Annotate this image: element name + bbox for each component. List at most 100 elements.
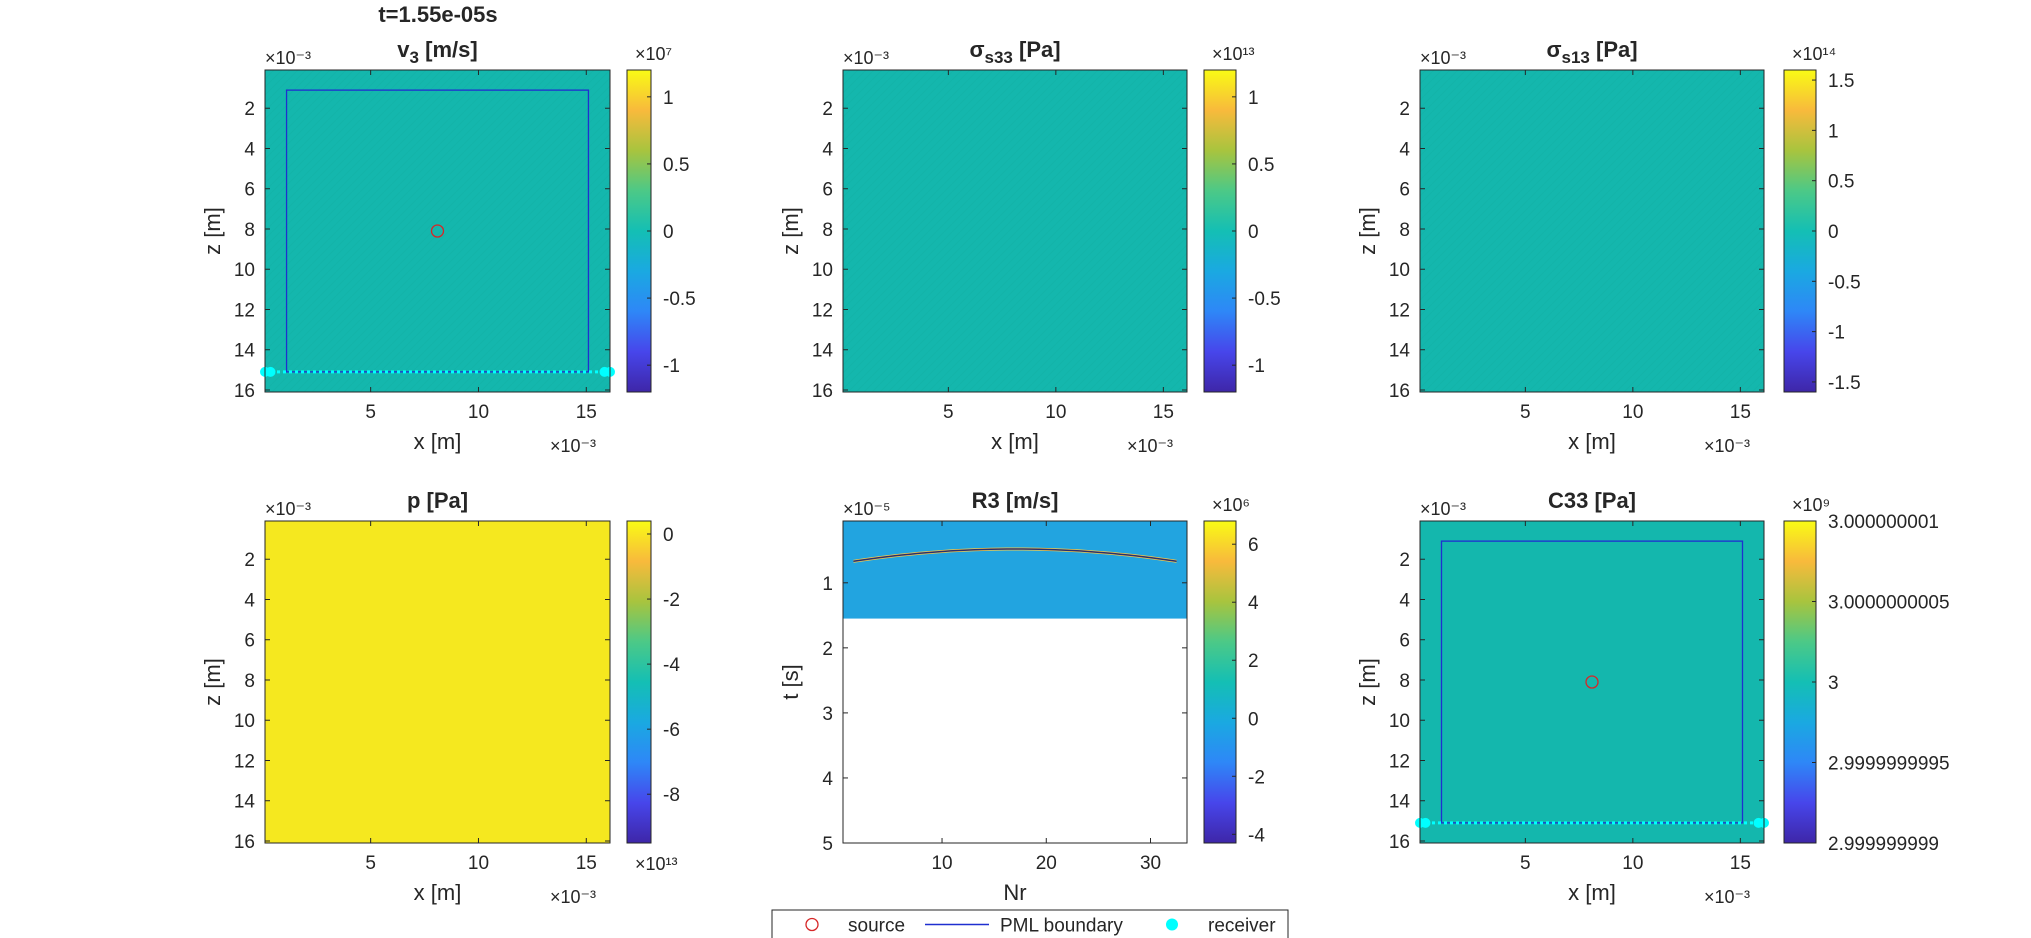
y-tick-label: 16 xyxy=(1389,381,1410,402)
source-marker xyxy=(1585,675,1599,689)
image-field xyxy=(1420,521,1764,843)
legend-label: receiver xyxy=(1208,916,1276,937)
y-tick-label: 14 xyxy=(234,792,256,813)
y-tick-label: 4 xyxy=(244,139,255,160)
colorbar-tick-label: -4 xyxy=(1248,825,1265,846)
image-field xyxy=(265,521,610,843)
colorbar-tick-label: 0.5 xyxy=(1248,155,1274,176)
y-tick-label: 2 xyxy=(822,639,833,660)
panel-title: σs13 [Pa] xyxy=(1546,37,1637,67)
x-axis-label: x [m] xyxy=(1568,880,1616,905)
colorbar-exponent: ×10¹⁴ xyxy=(1792,44,1836,64)
colorbar-tick-label: 0.5 xyxy=(1828,172,1854,193)
y-scale-label: ×10⁻³ xyxy=(265,48,311,68)
colorbar-exponent: ×10¹³ xyxy=(635,854,678,874)
y-scale-label: ×10⁻³ xyxy=(1420,48,1466,68)
legend-label: PML boundary xyxy=(1000,916,1123,937)
y-tick-label: 14 xyxy=(1389,341,1411,362)
wavefront-line xyxy=(853,548,1177,563)
y-tick-label: 8 xyxy=(1399,671,1410,692)
panel-title: R3 [m/s] xyxy=(972,488,1059,513)
colorbar-tick-label: -4 xyxy=(663,655,680,676)
x-tick-label: 15 xyxy=(1730,402,1751,423)
colorbar-tick-label: 6 xyxy=(1248,535,1259,556)
colorbar-box xyxy=(626,520,652,844)
x-tick-label: 5 xyxy=(365,853,376,874)
axes-box xyxy=(842,520,1188,844)
y-tick-label: 4 xyxy=(1399,139,1410,160)
colorbar-tick-label: -1 xyxy=(1248,356,1265,377)
colorbar-tick-label: 3.0000000005 xyxy=(1828,593,1950,614)
y-tick-label: 12 xyxy=(1389,300,1410,321)
receiver-marker xyxy=(1420,817,1431,828)
colorbar-tick-label: 0 xyxy=(1828,222,1839,243)
colorbar-tick-label: -0.5 xyxy=(1248,289,1281,310)
colorbar-tick-label: -1.5 xyxy=(1828,373,1861,394)
x-axis-label: x [m] xyxy=(1568,429,1616,454)
x-tick-label: 15 xyxy=(1153,402,1174,423)
x-tick-label: 5 xyxy=(1520,853,1531,874)
legend-source-marker xyxy=(805,917,819,932)
fringe-pattern xyxy=(1420,70,1764,392)
y-tick-label: 16 xyxy=(1389,832,1410,853)
colorbar-tick-label: -2 xyxy=(663,590,680,611)
x-scale-label: ×10⁻³ xyxy=(550,887,596,907)
y-tick-label: 6 xyxy=(822,180,833,201)
y-scale-label: ×10⁻³ xyxy=(1420,499,1466,519)
colorbar-tick-label: 0 xyxy=(1248,709,1259,730)
y-tick-label: 12 xyxy=(1389,751,1410,772)
y-tick-label: 5 xyxy=(822,834,833,855)
x-tick-label: 5 xyxy=(365,402,376,423)
y-tick-label: 6 xyxy=(1399,180,1410,201)
colorbar-tick-label: 1 xyxy=(1248,88,1259,109)
legend: source PML boundary receiver xyxy=(771,909,1289,938)
colorbar-box xyxy=(1203,520,1237,844)
x-tick-label: 10 xyxy=(468,402,489,423)
y-tick-label: 2 xyxy=(244,550,255,571)
y-axis-label: z [m] xyxy=(200,658,225,706)
y-tick-label: 3 xyxy=(822,704,833,725)
y-tick-label: 16 xyxy=(234,381,255,402)
x-axis-label: x [m] xyxy=(991,429,1039,454)
panel-title: v3 [m/s] xyxy=(397,37,477,67)
y-tick-label: 10 xyxy=(1389,260,1410,281)
fringe-pattern xyxy=(265,70,610,392)
colorbar-tick-label: -6 xyxy=(663,720,680,741)
y-tick-label: 14 xyxy=(234,341,256,362)
x-axis-label: x [m] xyxy=(414,880,462,905)
colorbar-tick-label: -2 xyxy=(1248,767,1265,788)
colorbar xyxy=(627,521,651,843)
colorbar-tick-label: 1.5 xyxy=(1828,71,1854,92)
y-tick-label: 10 xyxy=(812,260,833,281)
x-tick-label: 30 xyxy=(1140,853,1161,874)
panel-title: σs33 [Pa] xyxy=(969,37,1060,67)
y-tick-label: 16 xyxy=(234,832,255,853)
colorbar-tick-label: 2.9999999995 xyxy=(1828,754,1950,775)
x-tick-label: 10 xyxy=(1622,853,1643,874)
y-tick-label: 6 xyxy=(244,180,255,201)
pml-boundary xyxy=(1440,540,1744,824)
y-tick-label: 6 xyxy=(1399,631,1410,652)
y-scale-label: ×10⁻⁵ xyxy=(843,499,891,519)
axes-box xyxy=(264,69,611,393)
colorbar-tick-label: -0.5 xyxy=(1828,272,1861,293)
axes-box xyxy=(1419,69,1765,393)
y-tick-label: 8 xyxy=(1399,220,1410,241)
x-tick-label: 10 xyxy=(468,853,489,874)
x-scale-label: ×10⁻³ xyxy=(1127,436,1173,456)
y-tick-label: 8 xyxy=(822,220,833,241)
y-axis-label: z [m] xyxy=(200,207,225,255)
panel-C33: 5 10 15 2 4 6 8 10 12 14 16 x [m] z [m] ×10⁻³ ×10⁻³ C33… xyxy=(1355,488,1950,907)
title-unit: [Pa] xyxy=(1590,37,1638,62)
y-tick-label: 2 xyxy=(822,99,833,120)
colorbar-exponent: ×10⁹ xyxy=(1792,495,1830,515)
y-tick-label: 4 xyxy=(822,769,833,790)
fringe-pattern xyxy=(843,70,1187,392)
colorbar-tick-label: 0 xyxy=(663,222,674,243)
x-tick-label: 15 xyxy=(1730,853,1751,874)
x-tick-label: 10 xyxy=(931,853,952,874)
y-tick-label: 1 xyxy=(822,574,833,595)
y-tick-label: 10 xyxy=(234,711,255,732)
